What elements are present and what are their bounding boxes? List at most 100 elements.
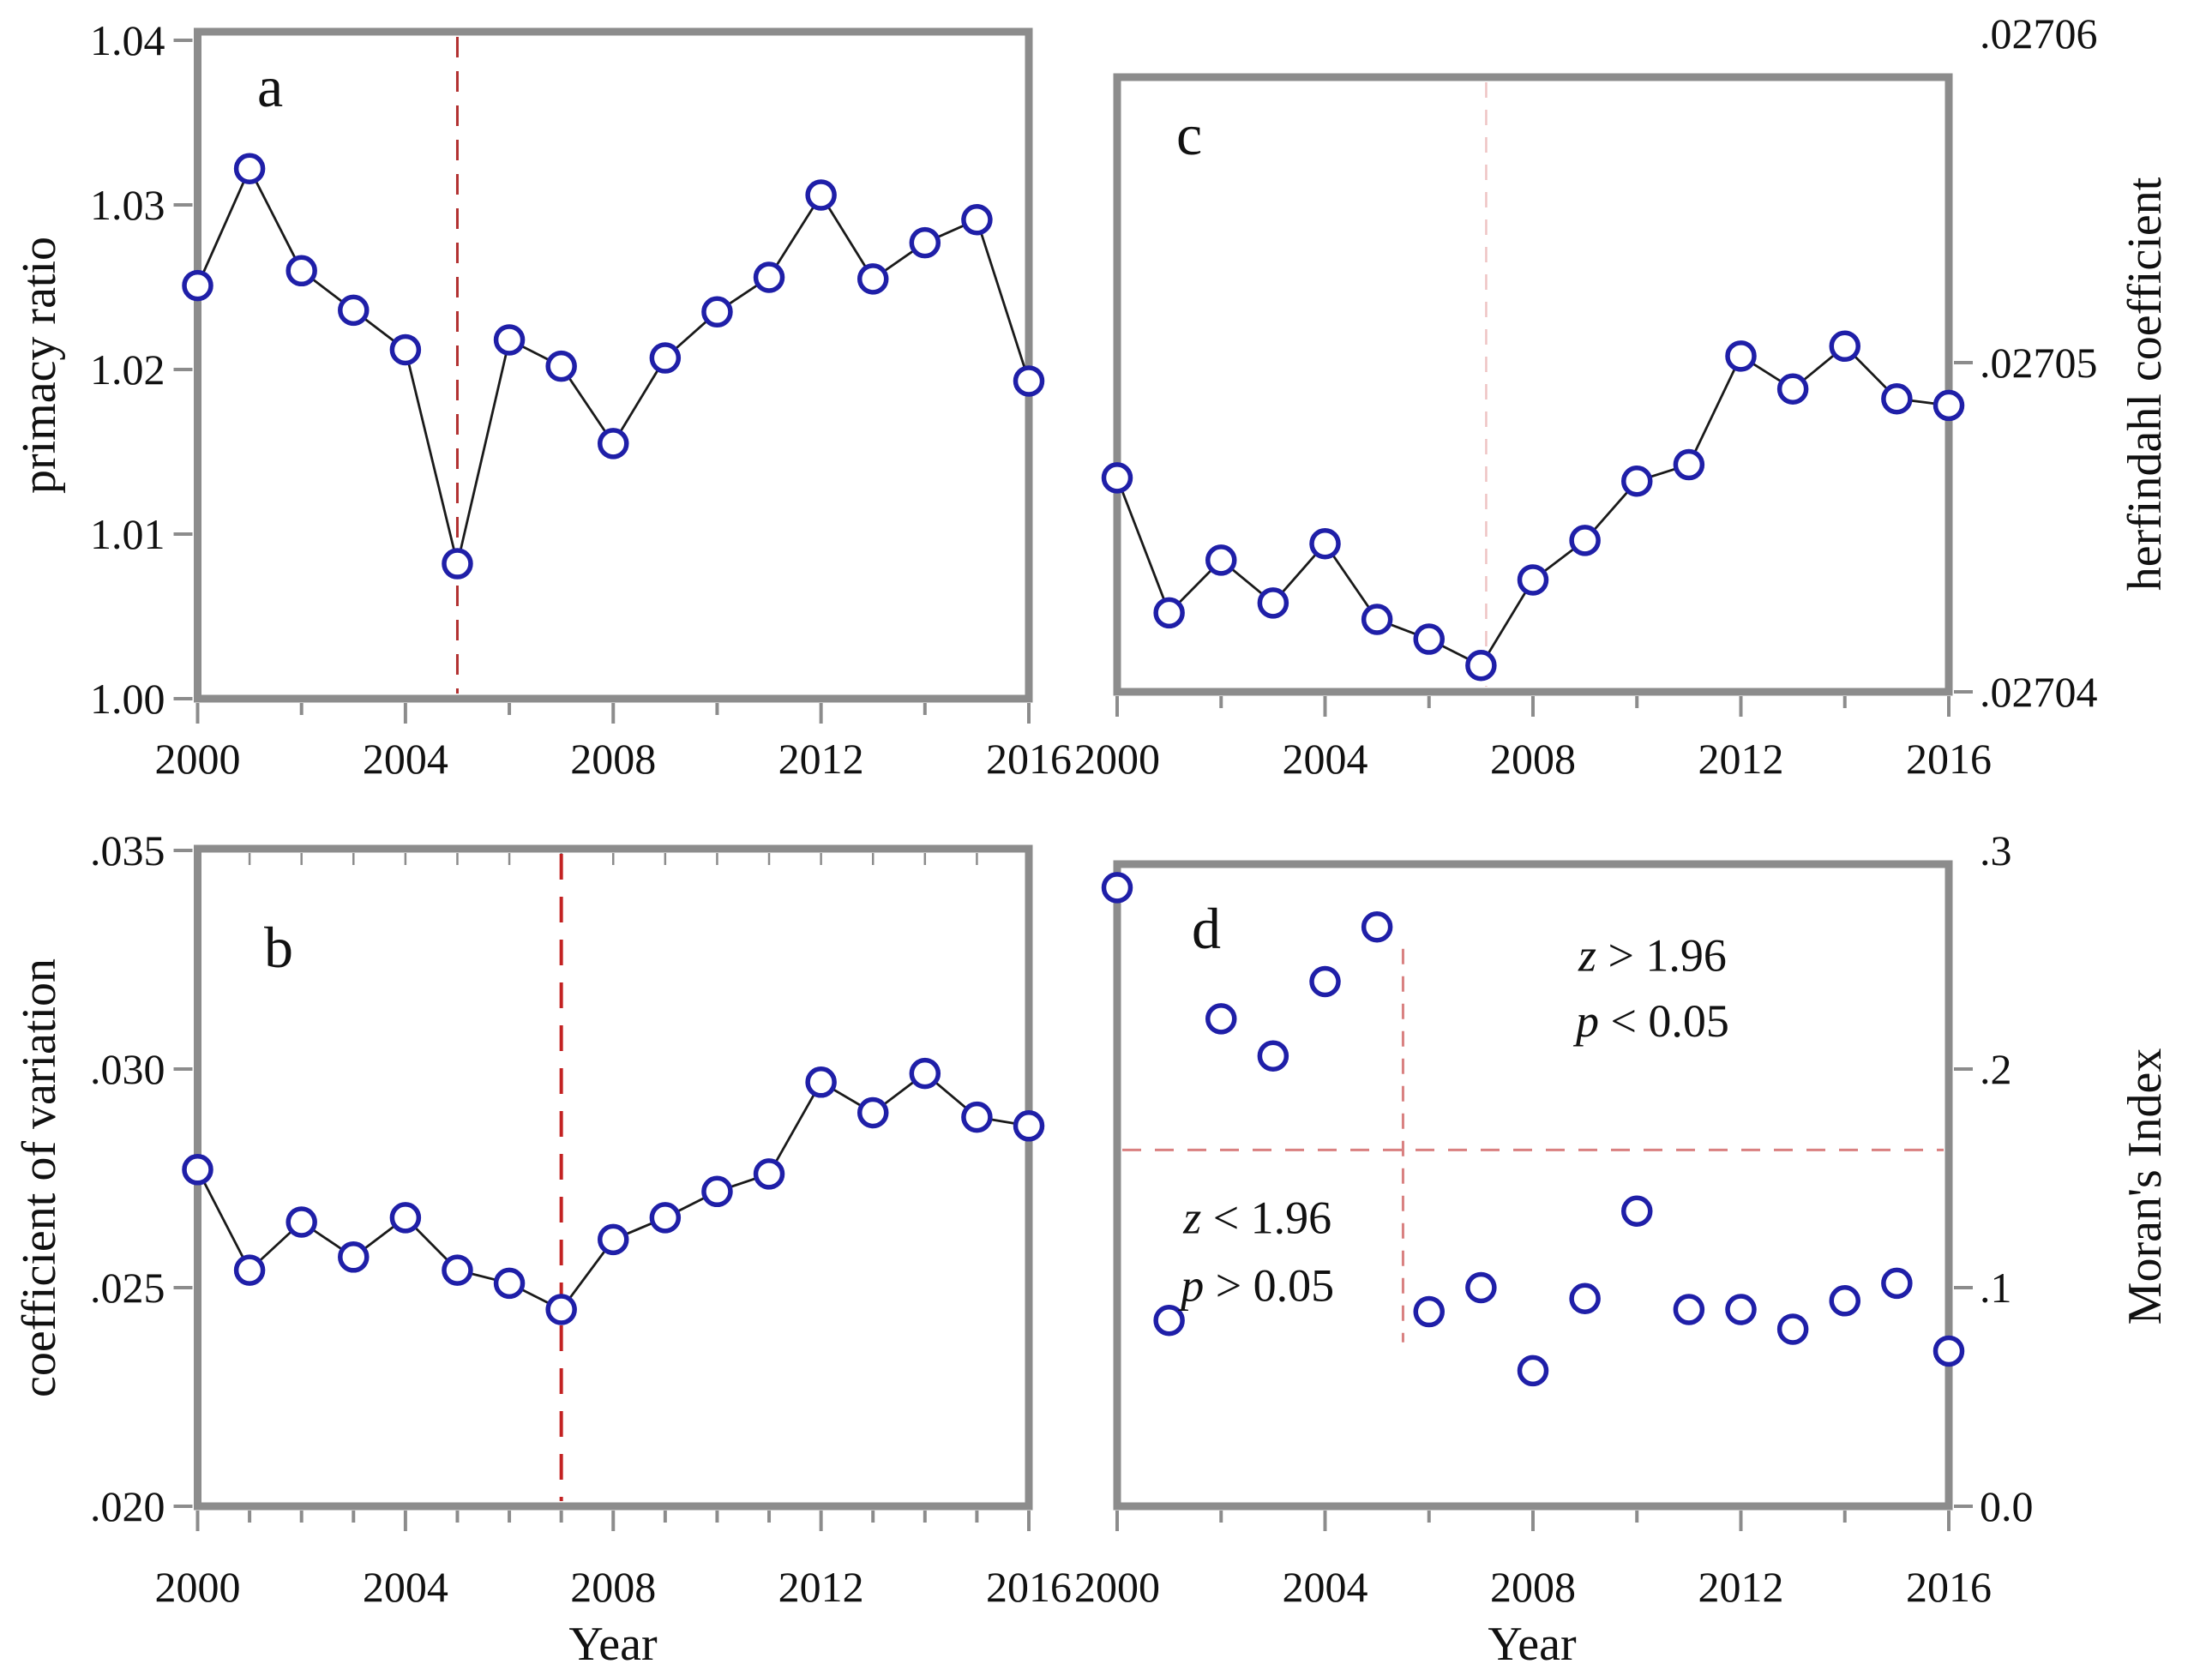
data-point — [545, 1294, 577, 1325]
data-point — [1413, 1295, 1445, 1328]
data-point — [1776, 373, 1809, 405]
panel-b: 2000 2004 2008 2012 2016 .020 .025 .030 .035 b coe… — [13, 826, 1072, 1670]
data-point — [286, 255, 317, 287]
x-tick-label: 2008 — [1490, 735, 1576, 783]
y-axis-title: coefficient of variation — [13, 958, 66, 1397]
panel-letter: d — [1192, 896, 1221, 961]
data-point — [909, 226, 941, 259]
data-point — [598, 428, 629, 460]
data-point — [961, 204, 993, 236]
data-point — [1725, 1294, 1757, 1325]
x-tick-label: 2016 — [1906, 1563, 1992, 1611]
series-line — [196, 1072, 1030, 1312]
data-point — [1101, 872, 1133, 904]
data-point — [1205, 1003, 1237, 1035]
x-tick-label: 2000 — [1074, 735, 1160, 783]
data-point — [493, 1267, 526, 1300]
data-point — [389, 1202, 422, 1234]
data-point — [1673, 1294, 1705, 1325]
data-point — [649, 342, 682, 374]
data-point — [1932, 1335, 1965, 1367]
data-point — [1881, 382, 1913, 415]
x-tick-label: 2000 — [155, 1563, 241, 1611]
x-tick-label: 2016 — [986, 735, 1072, 783]
data-point — [1361, 911, 1393, 943]
data-point — [1013, 365, 1045, 397]
data-point — [1776, 1313, 1809, 1345]
data-point — [598, 1223, 629, 1256]
significance-annotation: p > 0.05 — [1177, 1259, 1334, 1311]
panel-letter: a — [257, 54, 283, 119]
y-axis-title: primacy ratio — [13, 237, 66, 494]
panel-d: 2000 2004 2008 2012 2016 0.0 .1 .2 .3 d Moran's In… — [1074, 826, 2172, 1670]
y-tick-label: .030 — [90, 1045, 165, 1093]
data-point — [338, 294, 370, 327]
data-point — [909, 1057, 941, 1090]
y-tick-label: .035 — [90, 826, 165, 874]
data-point — [1257, 587, 1289, 619]
data-point — [338, 1241, 370, 1273]
x-tick-label: 2008 — [1490, 1563, 1576, 1611]
data-point — [1309, 965, 1341, 998]
y-tick-label: 1.03 — [90, 181, 165, 229]
significance-annotation: p < 0.05 — [1572, 995, 1729, 1047]
data-point — [1569, 525, 1601, 556]
x-axis-title: Year — [568, 1618, 658, 1670]
x-tick-label: 2000 — [155, 735, 241, 783]
data-point — [1517, 1355, 1549, 1387]
plot-border — [1113, 860, 1953, 1511]
data-point — [182, 1154, 213, 1186]
panel-letter: b — [264, 915, 293, 980]
data-point — [1153, 1305, 1185, 1337]
data-point — [1153, 597, 1185, 629]
x-tick-label: 2012 — [778, 735, 864, 783]
data-point — [442, 548, 473, 580]
y-tick-label: .3 — [1980, 826, 2012, 874]
y-axis-title: herfindahl coefficient — [2119, 177, 2172, 591]
series-line — [196, 165, 1031, 564]
data-point — [1621, 465, 1653, 497]
data-point — [1829, 330, 1860, 363]
data-point — [182, 269, 213, 302]
x-tick-label: 2008 — [570, 1563, 656, 1611]
data-point — [1465, 1271, 1497, 1304]
x-tick-label: 2004 — [1283, 735, 1368, 783]
data-point — [1361, 604, 1393, 635]
data-point — [286, 1206, 317, 1238]
data-point — [1309, 527, 1341, 560]
x-tick-label: 2016 — [1906, 735, 1992, 783]
data-point — [1932, 389, 1965, 422]
significance-annotation: z > 1.96 — [1578, 929, 1727, 981]
data-point — [545, 350, 577, 382]
data-point — [389, 333, 422, 366]
data-point — [1013, 1110, 1045, 1142]
y-tick-label: 1.02 — [90, 345, 165, 393]
x-tick-label: 2012 — [1698, 1563, 1784, 1611]
data-point — [701, 296, 733, 328]
y-tick-label: .02706 — [1980, 9, 2098, 57]
y-tick-label: 0.0 — [1980, 1482, 2034, 1530]
data-point — [1881, 1267, 1913, 1300]
y-tick-label: 1.00 — [90, 675, 165, 723]
data-point — [1205, 544, 1237, 576]
data-point — [233, 153, 266, 185]
data-point — [1621, 1195, 1653, 1227]
x-tick-label: 2004 — [363, 1563, 448, 1611]
y-tick-label: .025 — [90, 1264, 165, 1312]
y-tick-label: 1.01 — [90, 510, 165, 558]
data-point — [805, 1066, 837, 1098]
data-point — [233, 1254, 266, 1286]
y-axis-title: Moran's Index — [2119, 1048, 2172, 1325]
plot-border — [194, 27, 1033, 703]
x-tick-label: 2016 — [986, 1563, 1072, 1611]
plot-border — [1113, 73, 1953, 696]
data-point — [1257, 1040, 1289, 1072]
data-point — [493, 324, 526, 356]
plot-border — [194, 844, 1033, 1511]
data-point — [1829, 1285, 1860, 1317]
x-tick-label: 2008 — [570, 735, 656, 783]
data-point — [701, 1175, 733, 1208]
series-line — [1115, 344, 1950, 668]
